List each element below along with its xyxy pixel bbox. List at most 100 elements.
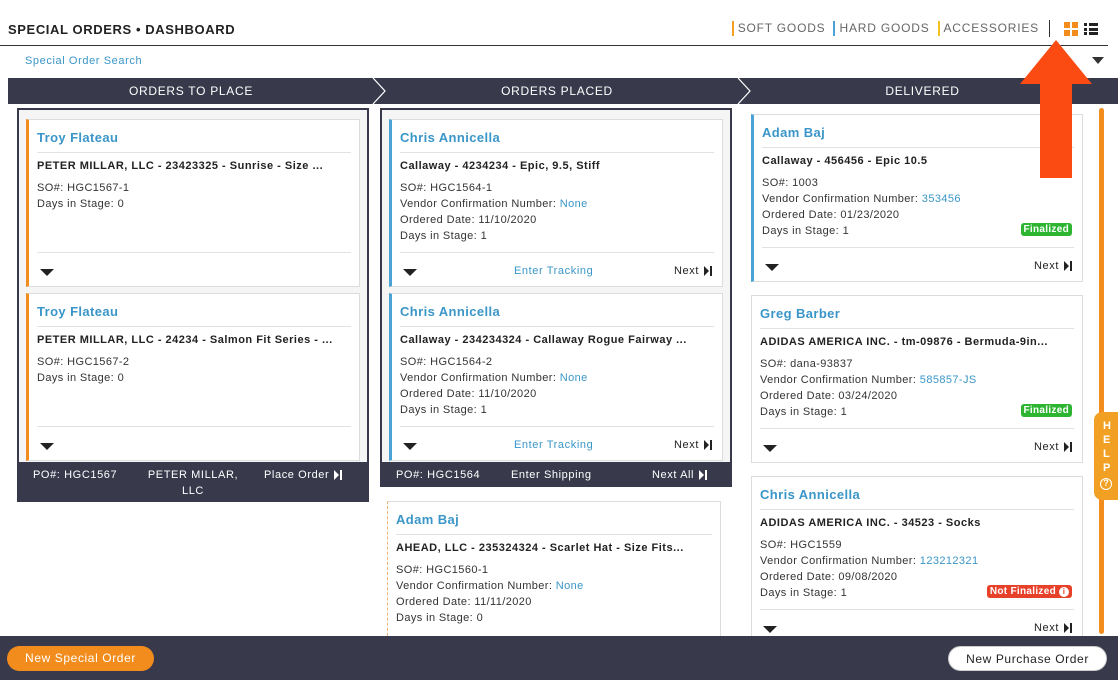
stage-orders-placed: ORDERS PLACED [501,84,613,98]
stage-header-bar: ORDERS TO PLACE ORDERS PLACED DELIVERED [8,78,1118,104]
order-card[interactable]: Chris Annicella Callaway - 234234324 - C… [389,293,723,461]
order-card[interactable]: Chris Annicella Callaway - 4234234 - Epi… [389,119,723,287]
vendor-confirmation-link[interactable]: None [559,198,588,210]
so-number: SO#: 1003 [762,177,819,189]
expand-caret-icon[interactable] [40,443,54,450]
expand-caret-icon[interactable] [765,264,779,271]
enter-tracking-link[interactable]: Enter Tracking [514,439,594,451]
page-header: SPECIAL ORDERS • DASHBOARD SOFT GOODS HA… [0,0,1108,46]
expand-caret-icon[interactable] [403,443,417,450]
po-bar-hgc1564: PO#: HGC1564 Enter Shipping Next All [380,464,732,487]
po-bar-hgc1567: PO#: HGC1567 PETER MILLAR, LLC Place Ord… [17,464,369,502]
vendor-item: AHEAD, LLC - 235324324 - Scarlet Hat - S… [396,542,684,554]
customer-name[interactable]: Chris Annicella [400,130,501,145]
vendor-confirmation: Vendor Confirmation Number: 123212321 [760,555,979,567]
po-number: PO#: HGC1567 [33,469,118,481]
vendor-confirmation: Vendor Confirmation Number: 353456 [762,193,961,205]
customer-name[interactable]: Chris Annicella [760,487,861,502]
new-purchase-order-button[interactable]: New Purchase Order [948,646,1107,671]
divider [37,426,351,427]
next-all-button[interactable]: Next All [652,469,708,481]
stage-delivered: DELIVERED [885,84,960,98]
days-in-stage: Days in Stage: 1 [400,404,488,416]
vendor-item: ADIDAS AMERICA INC. - tm-09876 - Bermuda… [760,336,1048,348]
category-filters: SOFT GOODS HARD GOODS ACCESSORIES [724,20,1098,37]
customer-name[interactable]: Adam Baj [762,125,826,140]
so-number: SO#: HGC1564-2 [400,356,493,368]
place-order-button[interactable]: Place Order [264,469,343,481]
chevron-down-icon[interactable] [1092,57,1104,64]
grid-view-icon[interactable] [1064,21,1078,36]
help-tab[interactable]: H E L P ? [1094,412,1118,500]
order-card[interactable]: Adam Baj AHEAD, LLC - 235324324 - Scarle… [387,501,721,641]
category-accessories[interactable]: ACCESSORIES [937,21,1040,36]
next-button[interactable]: Next [1034,260,1072,272]
vendor-confirmation-link[interactable]: 123212321 [919,555,979,567]
days-in-stage: Days in Stage: 1 [400,230,488,242]
po-number: PO#: HGC1564 [396,469,481,481]
skip-next-icon [334,470,343,480]
skip-next-icon [699,470,708,480]
arrow-up-icon [1020,40,1092,178]
order-card[interactable]: Chris Annicella ADIDAS AMERICA INC. - 34… [751,476,1083,644]
order-card[interactable]: Adam Baj Callaway - 456456 - Epic 10.5 S… [751,114,1083,282]
order-card[interactable]: Troy Flateau PETER MILLAR, LLC - 2342332… [26,119,360,287]
special-order-search-link[interactable]: Special Order Search [25,55,143,67]
expand-caret-icon[interactable] [763,626,777,633]
order-card[interactable]: Greg Barber ADIDAS AMERICA INC. - tm-098… [751,295,1083,463]
list-view-icon[interactable] [1084,23,1098,35]
next-button[interactable]: Next [674,265,712,277]
po-group-hgc1567: Troy Flateau PETER MILLAR, LLC - 2342332… [17,108,369,464]
so-number: SO#: dana-93837 [760,358,853,370]
question-icon: ? [1100,478,1112,490]
divider [37,326,351,327]
divider [400,152,714,153]
expand-caret-icon[interactable] [763,445,777,452]
days-in-stage: Days in Stage: 1 [762,225,850,237]
next-button[interactable]: Next [674,439,712,451]
expand-caret-icon[interactable] [403,269,417,276]
ordered-date: Ordered Date: 11/10/2020 [400,388,537,400]
expand-caret-icon[interactable] [40,269,54,276]
vendor-confirmation-link[interactable]: None [559,372,588,384]
status-badge: Finalized [1020,404,1072,417]
divider [760,509,1074,510]
next-button[interactable]: Next [1034,441,1072,453]
stage-orders-to-place: ORDERS TO PLACE [128,84,254,98]
stage-separator-icon [737,78,751,104]
vendor-item: PETER MILLAR, LLC - 24234 - Salmon Fit S… [37,334,333,346]
vendor-confirmation-link[interactable]: 585857-JS [919,374,977,386]
days-in-stage: Days in Stage: 1 [760,406,848,418]
customer-name[interactable]: Adam Baj [396,512,460,527]
category-soft-goods[interactable]: SOFT GOODS [731,21,826,36]
so-number: SO#: HGC1567-1 [37,182,130,194]
vendor-confirmation: Vendor Confirmation Number: None [396,580,584,592]
customer-name[interactable]: Greg Barber [760,306,841,321]
vendor-confirmation-link[interactable]: 353456 [921,193,961,205]
bottom-action-bar: New Special Order New Purchase Order [0,636,1118,680]
skip-next-icon [704,440,712,450]
scrollbar[interactable] [1099,108,1104,634]
divider [762,147,1074,148]
ordered-date: Ordered Date: 03/24/2020 [760,390,898,402]
divider [760,428,1074,429]
customer-name[interactable]: Chris Annicella [400,304,501,319]
category-hard-goods[interactable]: HARD GOODS [833,21,929,36]
next-button[interactable]: Next [1034,622,1072,634]
enter-shipping-button[interactable]: Enter Shipping [511,469,592,481]
new-special-order-button[interactable]: New Special Order [7,646,154,671]
skip-next-icon [1064,623,1072,633]
divider [400,326,714,327]
days-in-stage: Days in Stage: 0 [37,372,125,384]
vendor-confirmation-link[interactable]: None [555,580,584,592]
order-card[interactable]: Troy Flateau PETER MILLAR, LLC - 24234 -… [26,293,360,461]
vendor-item: Callaway - 234234324 - Callaway Rogue Fa… [400,334,687,346]
customer-name[interactable]: Troy Flateau [37,130,119,145]
status-badge[interactable]: Not Finalized i [986,585,1072,598]
vendor-item: Callaway - 456456 - Epic 10.5 [762,155,928,167]
skip-next-icon [1064,261,1072,271]
enter-tracking-link[interactable]: Enter Tracking [514,265,594,277]
ordered-date: Ordered Date: 01/23/2020 [762,209,900,221]
customer-name[interactable]: Troy Flateau [37,304,119,319]
